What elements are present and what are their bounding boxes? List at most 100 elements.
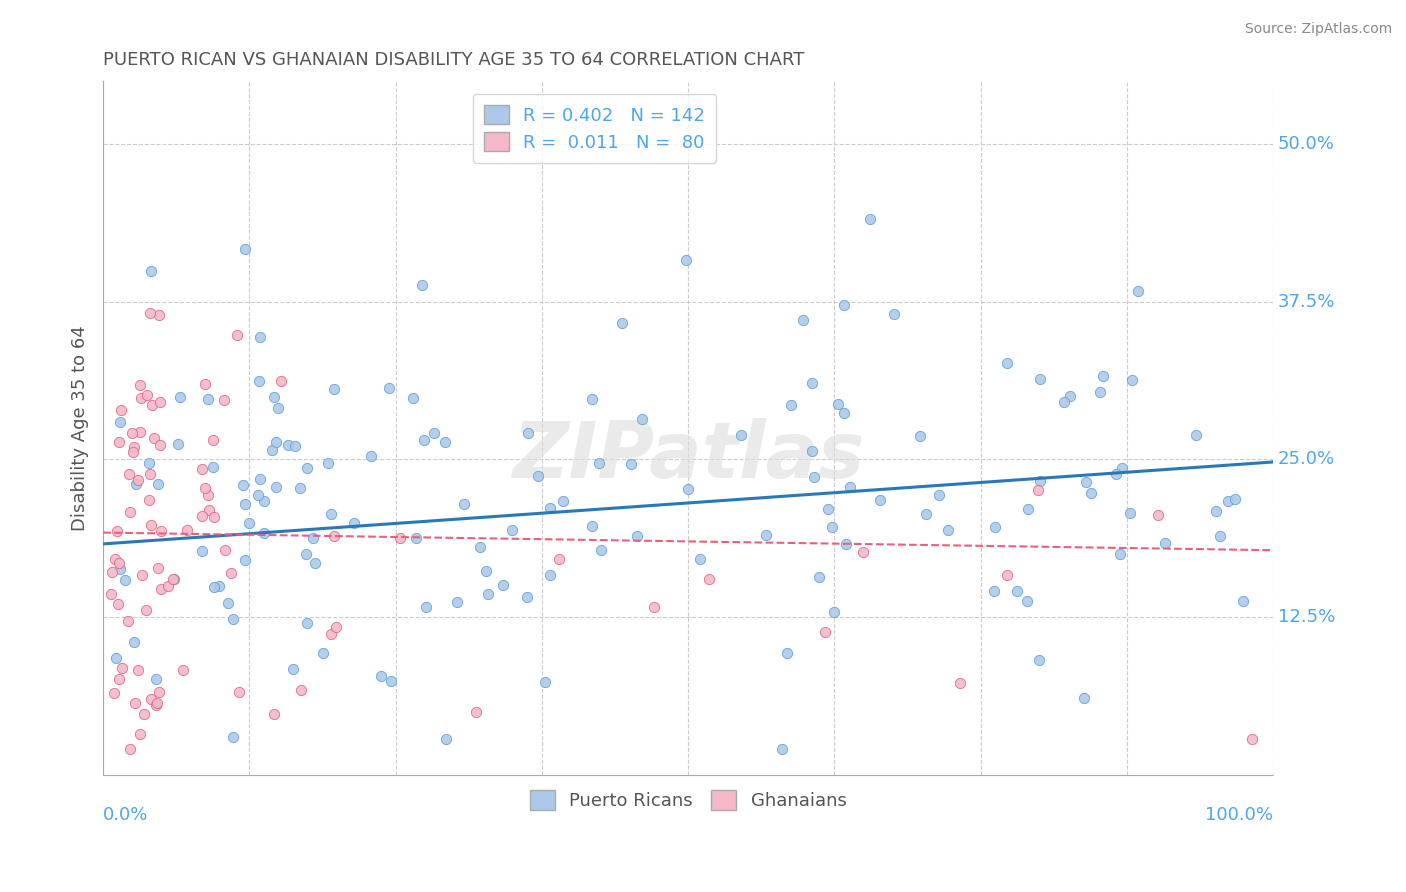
Point bbox=[697, 572, 720, 586]
Point bbox=[834, 298, 856, 312]
Point bbox=[232, 478, 254, 492]
Point bbox=[883, 307, 905, 321]
Point bbox=[423, 425, 446, 440]
Point bbox=[149, 438, 172, 452]
Point bbox=[770, 742, 793, 756]
Point bbox=[322, 382, 344, 396]
Point bbox=[676, 482, 699, 496]
Point bbox=[114, 573, 136, 587]
Point bbox=[1026, 483, 1049, 497]
Point bbox=[149, 582, 172, 596]
Point bbox=[776, 647, 799, 661]
Point bbox=[263, 390, 285, 404]
Text: 37.5%: 37.5% bbox=[1278, 293, 1336, 311]
Point bbox=[197, 392, 219, 406]
Point bbox=[122, 635, 145, 649]
Text: PUERTO RICAN VS GHANAIAN DISABILITY AGE 35 TO 64 CORRELATION CHART: PUERTO RICAN VS GHANAIAN DISABILITY AGE … bbox=[103, 51, 804, 69]
Point bbox=[936, 523, 959, 537]
Point bbox=[176, 523, 198, 537]
Point bbox=[492, 578, 515, 592]
Point bbox=[851, 545, 873, 559]
Point bbox=[301, 532, 323, 546]
Point bbox=[198, 503, 221, 517]
Point bbox=[277, 438, 299, 452]
Point bbox=[446, 595, 468, 609]
Point bbox=[101, 565, 124, 579]
Point bbox=[108, 415, 131, 429]
Point bbox=[143, 430, 166, 444]
Point bbox=[1080, 485, 1102, 500]
Point bbox=[233, 497, 256, 511]
Point bbox=[222, 730, 245, 744]
Point bbox=[156, 579, 179, 593]
Point bbox=[139, 691, 162, 706]
Point bbox=[626, 529, 648, 543]
Point bbox=[501, 523, 523, 537]
Point bbox=[249, 472, 271, 486]
Text: 12.5%: 12.5% bbox=[1278, 608, 1334, 626]
Point bbox=[264, 480, 287, 494]
Point bbox=[295, 547, 318, 561]
Point bbox=[817, 502, 839, 516]
Point bbox=[1090, 385, 1112, 400]
Point bbox=[139, 518, 162, 533]
Text: 25.0%: 25.0% bbox=[1278, 450, 1334, 468]
Point bbox=[477, 587, 499, 601]
Point bbox=[141, 398, 163, 412]
Point bbox=[730, 428, 752, 442]
Point bbox=[138, 457, 160, 471]
Point bbox=[284, 439, 307, 453]
Point bbox=[107, 597, 129, 611]
Point bbox=[104, 552, 127, 566]
Point bbox=[190, 462, 212, 476]
Point bbox=[202, 580, 225, 594]
Point bbox=[675, 252, 697, 267]
Point bbox=[202, 434, 225, 448]
Point bbox=[1074, 475, 1097, 489]
Point bbox=[1154, 536, 1177, 550]
Point bbox=[139, 467, 162, 482]
Point bbox=[859, 211, 882, 226]
Point bbox=[928, 488, 950, 502]
Point bbox=[148, 476, 170, 491]
Point bbox=[129, 727, 152, 741]
Point bbox=[1073, 691, 1095, 706]
Point bbox=[194, 376, 217, 391]
Point bbox=[252, 526, 274, 541]
Point bbox=[304, 556, 326, 570]
Point bbox=[755, 528, 778, 542]
Point bbox=[1205, 504, 1227, 518]
Point bbox=[1053, 395, 1076, 409]
Point bbox=[226, 327, 249, 342]
Point bbox=[125, 477, 148, 491]
Point bbox=[360, 449, 382, 463]
Point bbox=[191, 544, 214, 558]
Point bbox=[214, 393, 236, 408]
Point bbox=[415, 600, 437, 615]
Point bbox=[581, 518, 603, 533]
Text: 50.0%: 50.0% bbox=[1278, 136, 1334, 153]
Point bbox=[290, 683, 312, 698]
Point bbox=[553, 493, 575, 508]
Point bbox=[108, 435, 131, 450]
Point bbox=[612, 316, 634, 330]
Point bbox=[138, 493, 160, 508]
Point bbox=[779, 398, 801, 412]
Point bbox=[834, 406, 856, 420]
Point bbox=[807, 570, 830, 584]
Point bbox=[110, 403, 132, 417]
Point bbox=[378, 381, 401, 395]
Point bbox=[538, 567, 561, 582]
Point bbox=[1028, 653, 1050, 667]
Point bbox=[127, 663, 149, 677]
Point bbox=[233, 553, 256, 567]
Point bbox=[800, 444, 823, 458]
Point bbox=[838, 480, 860, 494]
Point bbox=[105, 524, 128, 539]
Point bbox=[172, 663, 194, 677]
Point bbox=[1111, 461, 1133, 475]
Point bbox=[619, 457, 641, 471]
Point bbox=[270, 374, 292, 388]
Point bbox=[792, 313, 814, 327]
Point bbox=[166, 436, 188, 450]
